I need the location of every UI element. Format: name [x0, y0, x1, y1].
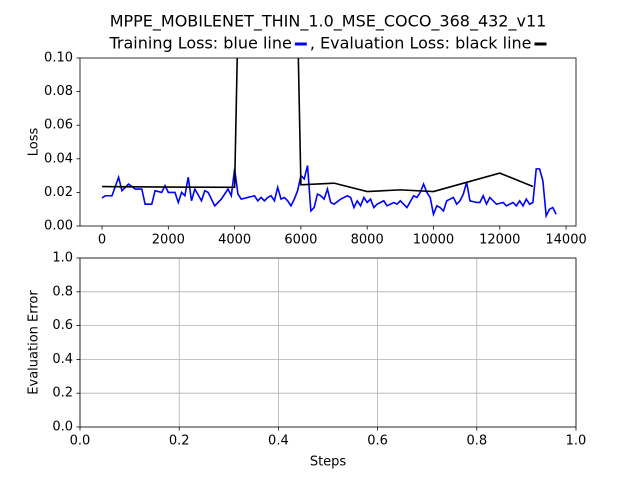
x-tick-label: 0.0 [70, 434, 91, 449]
y-tick-label: 0.06 [44, 118, 73, 133]
x-tick-label: 14000 [545, 233, 586, 248]
y-tick-label: 0.10 [44, 51, 73, 66]
y-tick-label: 0.2 [52, 386, 73, 401]
y-tick-label: 0.4 [52, 352, 73, 367]
y-tick-label: 0.02 [44, 185, 73, 200]
chart-title: MPPE_MOBILENET_THIN_1.0_MSE_COCO_368_432… [110, 12, 547, 32]
y-tick-label: 0.6 [52, 318, 73, 333]
y-tick-label: 0.0 [52, 420, 73, 435]
x-tick-label: 0.6 [367, 434, 388, 449]
y-axis-label: Loss [27, 128, 42, 157]
y-tick-label: 0.00 [44, 219, 73, 234]
subtitle: , Evaluation Loss: black line [310, 34, 532, 53]
subtitle: Training Loss: blue line [108, 34, 291, 53]
y-axis-label: Evaluation Error [27, 290, 42, 395]
x-tick-label: 8000 [351, 233, 384, 248]
y-tick-label: 1.0 [52, 251, 73, 266]
y-tick-label: 0.04 [44, 151, 73, 166]
series-line [102, 58, 534, 193]
x-tick-label: 2000 [152, 233, 185, 248]
axes-frame [79, 57, 577, 227]
y-tick-label: 0.08 [44, 84, 73, 99]
x-tick-label: 0 [98, 233, 106, 248]
x-tick-label: 0.4 [268, 434, 289, 449]
y-tick-label: 0.8 [52, 284, 73, 299]
x-tick-label: 12000 [479, 233, 520, 248]
x-tick-label: 1.0 [566, 434, 587, 449]
x-tick-label: 0.2 [169, 434, 190, 449]
x-tick-label: 10000 [413, 233, 454, 248]
axes-frame [79, 257, 577, 428]
x-axis-label: Steps [310, 455, 347, 470]
series-line [101, 165, 557, 219]
x-tick-label: 4000 [218, 233, 251, 248]
x-tick-label: 6000 [284, 233, 317, 248]
x-tick-label: 0.8 [466, 434, 487, 449]
